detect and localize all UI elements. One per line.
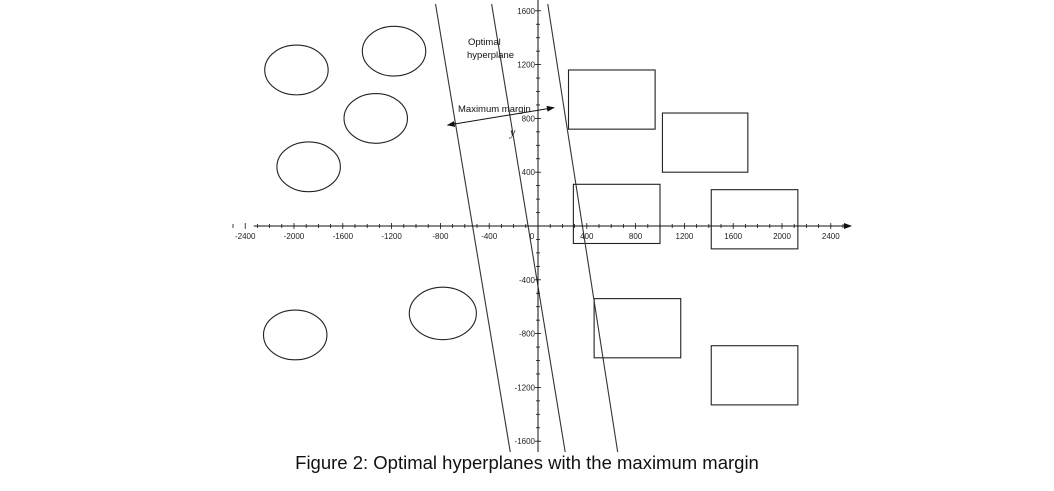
y-tick-label: -1200	[515, 383, 536, 392]
hyperplane-figure: -2400 -2000 -1600 -1200 -800 -400 0 400 800 1200 1…	[232, 0, 852, 452]
y-tick-label: -1600	[515, 437, 536, 446]
margin-arrow	[446, 105, 555, 127]
class-b-rectangle	[593, 298, 682, 359]
x-tick-label: -1600	[333, 232, 354, 241]
class-a-ellipse	[343, 92, 409, 144]
y-tick-label: 1200	[517, 61, 535, 70]
x-tick-label: -800	[432, 232, 449, 241]
class-b-rectangle	[572, 183, 661, 245]
y-tick-label: -800	[519, 330, 536, 339]
hyperplane-lines	[434, 3, 619, 452]
optimal-hyperplane-line	[491, 3, 566, 452]
margin-variable-label: y	[509, 125, 516, 139]
y-tick-label: -400	[519, 276, 536, 285]
x-tick-label: 0	[530, 232, 535, 241]
margin-boundary-line	[547, 3, 619, 452]
x-tick-label: -400	[481, 232, 498, 241]
class-b-rectangle	[567, 69, 656, 130]
x-tick-label: 2000	[773, 232, 791, 241]
annotations: Optimal hyperplane Maximum margin y	[458, 37, 531, 139]
x-tick-label: 2400	[822, 232, 840, 241]
class-a-ellipse	[262, 309, 328, 361]
class-a-ellipse	[264, 44, 329, 96]
x-tick-label: -2000	[284, 232, 305, 241]
x-tick-label: 1200	[676, 232, 694, 241]
y-tick-label: 800	[522, 114, 536, 123]
class-b-rectangle	[710, 345, 799, 406]
maximum-margin-label: Maximum margin	[458, 104, 531, 115]
coordinate-axes: -2400 -2000 -1600 -1200 -800 -400 0 400 800 1200 1…	[232, 0, 852, 452]
optimal-hyperplane-label-line2: hyperplane	[467, 50, 514, 61]
x-tick-label: -2400	[235, 232, 256, 241]
optimal-hyperplane-label-line1: Optimal	[468, 37, 501, 48]
class-b-rectangle	[710, 189, 799, 250]
x-tick-label: 400	[580, 232, 594, 241]
class-a-ellipse	[361, 25, 427, 77]
x-tick-label: 1600	[724, 232, 742, 241]
class-a-ellipse	[408, 286, 477, 341]
y-tick-label: 400	[522, 168, 536, 177]
margin-boundary-line	[434, 3, 511, 452]
class-shapes	[262, 25, 799, 406]
x-tick-label: 800	[629, 232, 643, 241]
class-b-rectangle	[661, 112, 749, 173]
x-tick-label: -1200	[381, 232, 402, 241]
figure-caption: Figure 2: Optimal hyperplanes with the m…	[295, 452, 759, 473]
y-tick-label: 1600	[517, 7, 535, 16]
class-a-ellipse	[276, 141, 341, 193]
